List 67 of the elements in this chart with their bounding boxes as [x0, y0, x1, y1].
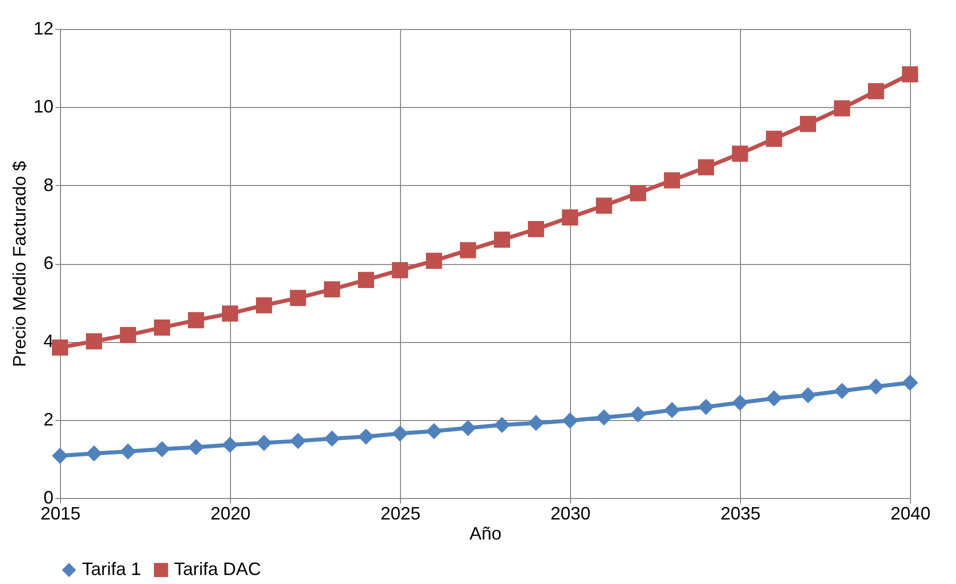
y-tick-label: 2 — [43, 409, 54, 430]
point — [732, 394, 748, 411]
point — [834, 382, 850, 399]
point — [664, 172, 680, 188]
point — [222, 305, 238, 322]
point — [596, 409, 612, 426]
legend-label: Tarifa 1 — [82, 559, 142, 579]
point — [494, 416, 510, 433]
point — [324, 281, 340, 298]
x-axis-title: Año — [469, 524, 502, 544]
point — [562, 209, 578, 226]
point — [426, 423, 442, 440]
point — [358, 428, 374, 445]
x-tick-label: 2040 — [890, 504, 931, 524]
point — [154, 441, 170, 458]
point — [392, 425, 408, 442]
point — [902, 66, 918, 82]
point — [86, 445, 102, 462]
point — [426, 252, 442, 269]
point — [596, 198, 612, 214]
point — [834, 100, 850, 116]
point — [800, 387, 816, 404]
y-tick-label: 6 — [43, 253, 54, 273]
point — [460, 420, 476, 436]
point — [766, 130, 782, 147]
point — [392, 262, 408, 278]
y-axis-title: Precio Medio Facturado $ — [9, 160, 30, 368]
point — [630, 185, 646, 202]
point — [154, 320, 170, 336]
x-tick-label: 2035 — [720, 504, 761, 524]
point — [732, 146, 748, 162]
point — [664, 402, 680, 418]
point — [630, 406, 646, 422]
point — [290, 290, 306, 306]
point — [86, 333, 102, 350]
point — [290, 432, 306, 449]
point — [528, 221, 544, 238]
point — [494, 232, 510, 248]
point — [358, 272, 374, 288]
point — [52, 339, 68, 356]
y-tick-label: 12 — [33, 18, 54, 38]
x-tick-label: 2025 — [380, 504, 421, 524]
point — [188, 312, 204, 328]
point — [698, 398, 714, 415]
y-tick-label: 4 — [43, 331, 54, 352]
point — [256, 434, 272, 451]
point — [868, 83, 884, 100]
point — [256, 297, 272, 314]
legend-label: Tarifa DAC — [174, 559, 262, 579]
point — [902, 374, 918, 391]
point — [188, 439, 204, 456]
point — [52, 448, 68, 464]
point — [800, 116, 816, 132]
y-tick-label: 10 — [33, 96, 54, 117]
point — [868, 378, 884, 395]
x-tick-label: 2030 — [550, 504, 591, 524]
point — [324, 430, 340, 447]
point — [120, 326, 136, 344]
point — [460, 242, 476, 258]
x-tick-label: 2020 — [210, 504, 251, 524]
point — [222, 436, 238, 453]
point — [766, 390, 782, 406]
point — [120, 443, 136, 460]
y-tick-label: 8 — [43, 174, 54, 195]
point — [698, 159, 714, 176]
point — [562, 412, 578, 429]
point — [528, 414, 544, 432]
